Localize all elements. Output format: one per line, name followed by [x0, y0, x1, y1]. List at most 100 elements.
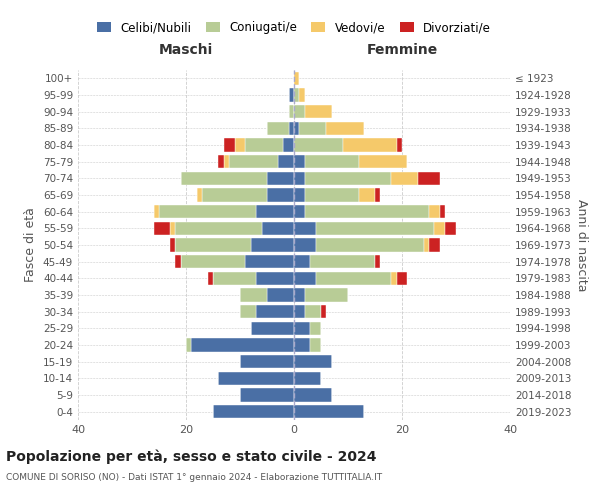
Bar [310, 338, 321, 351]
Bar [289, 105, 294, 118]
Bar [278, 155, 294, 168]
Bar [213, 272, 256, 285]
Bar [316, 222, 434, 235]
Bar [294, 272, 316, 285]
Bar [375, 255, 380, 268]
Bar [224, 155, 229, 168]
Bar [305, 172, 391, 185]
Bar [294, 222, 316, 235]
Bar [240, 388, 294, 402]
Bar [391, 272, 397, 285]
Bar [181, 255, 245, 268]
Bar [359, 155, 407, 168]
Bar [181, 172, 267, 185]
Bar [283, 138, 294, 151]
Bar [418, 172, 440, 185]
Bar [429, 238, 440, 252]
Bar [294, 305, 305, 318]
Bar [294, 172, 305, 185]
Bar [316, 238, 424, 252]
Bar [391, 172, 418, 185]
Bar [251, 238, 294, 252]
Bar [267, 288, 294, 302]
Bar [208, 272, 213, 285]
Bar [267, 188, 294, 202]
Bar [326, 122, 364, 135]
Bar [294, 205, 305, 218]
Text: Popolazione per età, sesso e stato civile - 2024: Popolazione per età, sesso e stato civil… [6, 450, 377, 464]
Bar [305, 205, 429, 218]
Bar [294, 322, 310, 335]
Bar [305, 288, 348, 302]
Bar [294, 138, 343, 151]
Bar [245, 138, 283, 151]
Bar [240, 355, 294, 368]
Bar [294, 355, 332, 368]
Bar [289, 122, 294, 135]
Bar [289, 88, 294, 102]
Bar [191, 338, 294, 351]
Bar [397, 272, 407, 285]
Bar [197, 188, 202, 202]
Y-axis label: Anni di nascita: Anni di nascita [575, 198, 588, 291]
Bar [305, 188, 359, 202]
Bar [170, 222, 175, 235]
Bar [445, 222, 456, 235]
Bar [294, 105, 305, 118]
Bar [299, 88, 305, 102]
Bar [305, 155, 359, 168]
Bar [251, 322, 294, 335]
Bar [424, 238, 429, 252]
Bar [267, 122, 289, 135]
Bar [240, 288, 267, 302]
Bar [294, 255, 310, 268]
Bar [240, 305, 256, 318]
Bar [218, 372, 294, 385]
Bar [154, 222, 170, 235]
Legend: Celibi/Nubili, Coniugati/e, Vedovi/e, Divorziati/e: Celibi/Nubili, Coniugati/e, Vedovi/e, Di… [92, 16, 496, 39]
Text: Maschi: Maschi [159, 42, 213, 56]
Bar [310, 255, 375, 268]
Bar [310, 322, 321, 335]
Bar [294, 338, 310, 351]
Text: COMUNE DI SORISO (NO) - Dati ISTAT 1° gennaio 2024 - Elaborazione TUTTITALIA.IT: COMUNE DI SORISO (NO) - Dati ISTAT 1° ge… [6, 472, 382, 482]
Bar [429, 205, 440, 218]
Bar [294, 372, 321, 385]
Bar [245, 255, 294, 268]
Bar [224, 138, 235, 151]
Bar [294, 155, 305, 168]
Bar [256, 305, 294, 318]
Bar [186, 338, 191, 351]
Bar [434, 222, 445, 235]
Bar [175, 238, 251, 252]
Bar [262, 222, 294, 235]
Bar [321, 305, 326, 318]
Bar [299, 122, 326, 135]
Text: Femmine: Femmine [367, 42, 437, 56]
Bar [397, 138, 402, 151]
Bar [154, 205, 159, 218]
Bar [218, 155, 224, 168]
Y-axis label: Fasce di età: Fasce di età [25, 208, 37, 282]
Bar [305, 105, 332, 118]
Bar [294, 188, 305, 202]
Bar [375, 188, 380, 202]
Bar [294, 122, 299, 135]
Bar [316, 272, 391, 285]
Bar [294, 405, 364, 418]
Bar [170, 238, 175, 252]
Bar [202, 188, 267, 202]
Bar [294, 88, 299, 102]
Bar [294, 388, 332, 402]
Bar [294, 288, 305, 302]
Bar [359, 188, 375, 202]
Bar [343, 138, 397, 151]
Bar [159, 205, 256, 218]
Bar [440, 205, 445, 218]
Bar [267, 172, 294, 185]
Bar [213, 405, 294, 418]
Bar [175, 222, 262, 235]
Bar [294, 72, 299, 85]
Bar [235, 138, 245, 151]
Bar [229, 155, 278, 168]
